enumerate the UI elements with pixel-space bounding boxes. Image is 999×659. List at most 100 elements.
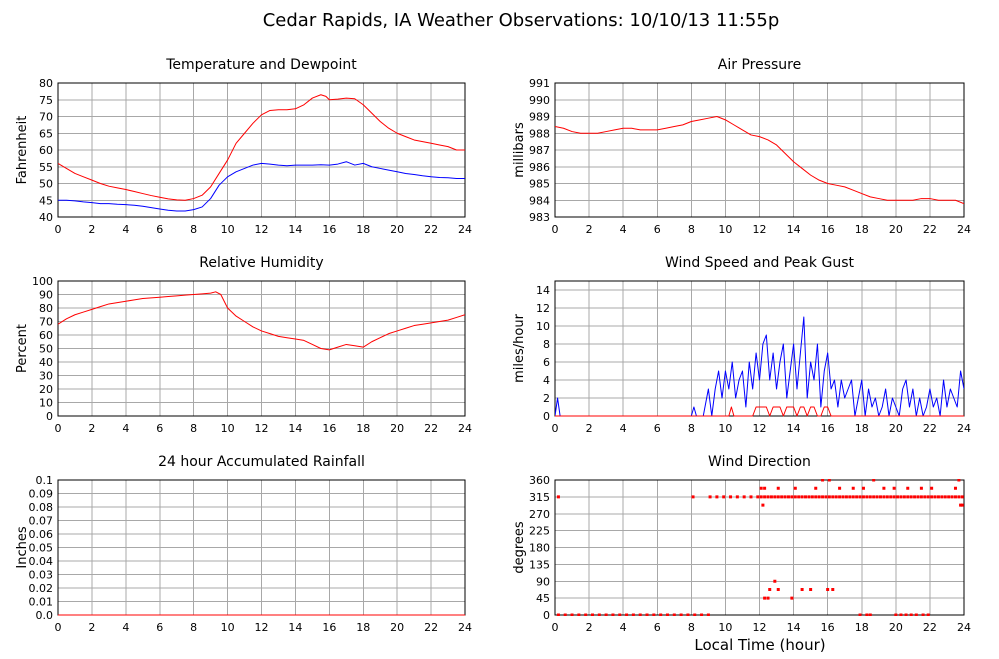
y-tick-label: 14 (536, 284, 550, 297)
data-point (909, 495, 913, 499)
x-tick-label: 4 (620, 621, 627, 634)
x-tick-label: 12 (753, 223, 767, 236)
data-point (885, 495, 889, 499)
data-point (604, 613, 608, 616)
x-tick-label: 4 (620, 422, 627, 435)
data-point (865, 613, 869, 616)
data-point (919, 486, 923, 490)
data-point (827, 479, 831, 482)
plot-area (58, 94, 465, 212)
plot-frame (57, 280, 466, 417)
y-tick-label: 985 (529, 178, 550, 191)
data-point (899, 495, 903, 499)
page-title: Cedar Rapids, IA Weather Observations: 1… (263, 10, 780, 31)
data-point (851, 495, 855, 499)
data-point (834, 495, 838, 499)
data-point (858, 613, 862, 616)
data-point (776, 588, 780, 591)
x-tick-label: 18 (855, 223, 869, 236)
y-tick-label: 315 (529, 491, 550, 504)
data-point (936, 495, 940, 499)
x-tick-label: 10 (718, 223, 732, 236)
data-point (810, 495, 814, 499)
x-tick-label: 6 (156, 223, 163, 236)
y-tick-label: 100 (32, 275, 53, 288)
data-point (679, 613, 683, 616)
x-tick-label: 18 (855, 621, 869, 634)
y-tick-label: 60 (39, 144, 53, 157)
data-point (865, 495, 869, 499)
data-point (773, 495, 777, 499)
x-tick-label: 16 (821, 422, 835, 435)
data-point (807, 495, 811, 499)
y-tick-label: 10 (536, 320, 550, 333)
plot-area (555, 116, 964, 205)
x-tick-label: 22 (923, 621, 937, 634)
chart-title: Wind Speed and Peak Gust (665, 255, 854, 271)
data-point (773, 579, 777, 583)
data-point (960, 495, 964, 499)
data-point (763, 486, 767, 490)
y-tick-label: 50 (39, 178, 53, 191)
data-point (889, 495, 893, 499)
x-tick-label: 16 (322, 422, 336, 435)
y-tick-label: 987 (529, 144, 550, 157)
data-point (722, 495, 726, 499)
data-point (556, 495, 560, 499)
data-point (831, 588, 835, 591)
x-axis-label: Local Time (hour) (694, 636, 825, 654)
y-tick-label: 0.1 (36, 474, 54, 487)
y-tick-label: 45 (536, 592, 550, 605)
data-point (855, 495, 859, 499)
data-point (902, 495, 906, 499)
y-tick-label: 988 (529, 127, 550, 140)
y-tick-label: 0 (46, 410, 53, 423)
y-tick-label: 991 (529, 77, 550, 90)
data-point (814, 486, 818, 490)
data-point (776, 486, 780, 490)
x-tick-label: 2 (586, 422, 593, 435)
data-point (930, 495, 934, 499)
x-tick-label: 18 (855, 422, 869, 435)
data-point (735, 495, 739, 499)
data-point (821, 495, 825, 499)
y-tick-label: 0.03 (29, 569, 54, 582)
x-tick-label: 2 (586, 223, 593, 236)
data-point (686, 613, 690, 616)
data-point (896, 495, 900, 499)
y-tick-label: 986 (529, 161, 550, 174)
plot-area (555, 316, 964, 417)
data-point (556, 613, 560, 616)
data-point (672, 613, 676, 616)
x-tick-label: 12 (753, 422, 767, 435)
x-tick-label: 12 (753, 621, 767, 634)
x-tick-label: 10 (718, 422, 732, 435)
series-line (555, 406, 964, 417)
x-tick-label: 4 (122, 621, 129, 634)
x-tick-label: 10 (718, 621, 732, 634)
data-point (749, 495, 753, 499)
data-point (838, 486, 842, 490)
y-axis-label: degrees (512, 521, 527, 574)
data-point (804, 495, 808, 499)
x-tick-label: 12 (255, 621, 269, 634)
x-tick-label: 24 (458, 621, 472, 634)
data-point (957, 495, 961, 499)
y-tick-label: 0.01 (29, 596, 54, 609)
data-point (790, 495, 794, 499)
data-point (851, 486, 855, 490)
y-tick-label: 4 (543, 374, 550, 387)
x-tick-label: 4 (122, 422, 129, 435)
data-point (584, 613, 588, 616)
y-tick-label: 0.07 (29, 515, 54, 528)
data-point (809, 588, 813, 591)
y-tick-label: 30 (39, 370, 53, 383)
data-point (814, 495, 818, 499)
y-axis-label: millibars (512, 122, 527, 178)
data-point (797, 495, 801, 499)
data-point (759, 495, 763, 499)
x-tick-label: 18 (356, 422, 370, 435)
y-tick-label: 80 (39, 77, 53, 90)
data-point (800, 588, 804, 591)
